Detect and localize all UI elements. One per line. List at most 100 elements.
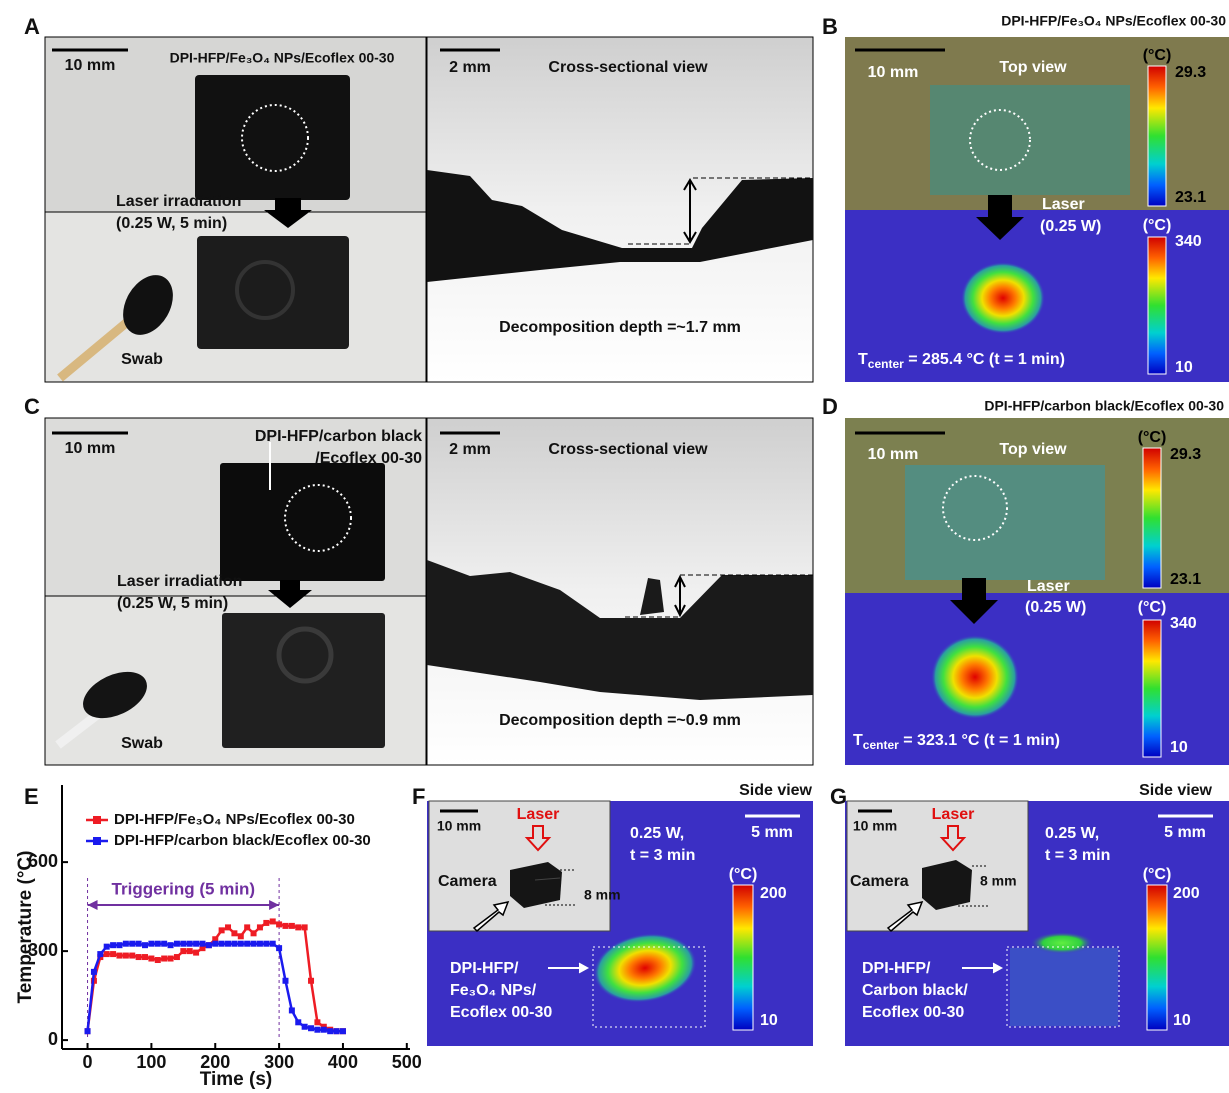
sample-text: Ecoflex 00-30 — [862, 1004, 964, 1021]
point — [334, 1028, 340, 1034]
panel-label: D — [822, 394, 838, 419]
laser-text: (0.25 W) — [1040, 218, 1101, 235]
point — [302, 1024, 308, 1030]
colorbar — [1148, 66, 1166, 206]
scale-text: 10 mm — [853, 818, 897, 834]
point — [276, 921, 282, 927]
point — [91, 969, 97, 975]
depth-text: Decomposition depth =~0.9 mm — [499, 712, 741, 729]
panel-title: DPI-HFP/carbon black/Ecoflex 00-30 — [984, 398, 1224, 414]
point — [225, 941, 231, 947]
y-tick-label: 0 — [48, 1029, 58, 1049]
sample-region — [905, 465, 1105, 580]
panel-title: DPI-HFP/Fe₃O₄ NPs/Ecoflex 00-30 — [1001, 13, 1226, 29]
arrow-head — [269, 900, 279, 910]
point — [340, 1028, 346, 1034]
point — [155, 957, 161, 963]
point — [244, 941, 250, 947]
t-sub: center — [863, 738, 899, 752]
unit-text: (°C) — [1143, 866, 1172, 883]
point — [85, 1028, 91, 1034]
point — [289, 923, 295, 929]
cbar-min: 23.1 — [1175, 189, 1206, 206]
unit-text: (°C) — [1143, 217, 1172, 234]
point — [231, 930, 237, 936]
colorbar — [733, 885, 753, 1030]
panel-f: F Side view 5 mm 0.25 W, t = 3 min (°C) … — [412, 782, 813, 1046]
colorbar — [1143, 620, 1161, 757]
point — [123, 941, 129, 947]
depth-text: Decomposition depth =~1.7 mm — [499, 319, 741, 336]
point — [129, 941, 135, 947]
camera-text: Camera — [850, 873, 909, 890]
point — [104, 951, 110, 957]
laser-text: (0.25 W) — [1025, 599, 1086, 616]
cbar-min: 10 — [1173, 1012, 1191, 1029]
sample — [510, 862, 562, 908]
cbar-max: 200 — [760, 885, 787, 902]
view-text: Side view — [1139, 782, 1212, 799]
point — [123, 953, 129, 959]
laser-text: Laser — [517, 806, 560, 823]
colorbar — [1143, 448, 1161, 588]
hot-spot — [1030, 932, 1094, 954]
x-axis-label: Time (s) — [200, 1069, 273, 1090]
point — [244, 924, 250, 930]
point — [302, 924, 308, 930]
sample-text: DPI-HFP/Fe₃O₄ NPs/Ecoflex 00-30 — [170, 50, 395, 66]
point — [174, 941, 180, 947]
point — [110, 951, 116, 957]
point — [282, 978, 288, 984]
point — [110, 942, 116, 948]
point — [199, 941, 205, 947]
sample-text: DPI-HFP/ — [862, 960, 931, 977]
point — [142, 942, 148, 948]
point — [257, 924, 263, 930]
t-text: = 285.4 °C (t = 1 min) — [904, 351, 1065, 368]
t-text: = 323.1 °C (t = 1 min) — [899, 732, 1060, 749]
point — [193, 950, 199, 956]
point — [238, 933, 244, 939]
x-tick-label: 400 — [328, 1052, 358, 1072]
point — [206, 942, 212, 948]
scale-text: 5 mm — [751, 824, 793, 841]
laser-text: Laser irradiation — [117, 573, 242, 590]
legend-marker — [93, 816, 101, 824]
y-axis-label: Temperature (°C) — [15, 851, 36, 1004]
view-text: Side view — [739, 782, 812, 799]
swab-text: Swab — [121, 735, 163, 752]
point — [187, 941, 193, 947]
sample — [220, 463, 385, 581]
legend-label: DPI-HFP/carbon black/Ecoflex 00-30 — [114, 832, 371, 849]
height-text: 8 mm — [980, 873, 1017, 889]
scale-text: 2 mm — [449, 441, 491, 458]
sample-text: Ecoflex 00-30 — [450, 1004, 552, 1021]
scale-text: 10 mm — [868, 446, 919, 463]
point — [136, 954, 142, 960]
sample — [195, 75, 350, 200]
height-text: 8 mm — [584, 887, 621, 903]
point — [276, 945, 282, 951]
point — [251, 941, 257, 947]
hot-spot — [931, 635, 1019, 719]
camera-text: Camera — [438, 873, 497, 890]
scale-text: 2 mm — [449, 59, 491, 76]
cbar-max: 200 — [1173, 885, 1200, 902]
laser-text: Laser irradiation — [116, 193, 241, 210]
scale-text: 10 mm — [65, 440, 116, 457]
point — [180, 941, 186, 947]
scale-text: 10 mm — [65, 57, 116, 74]
point — [212, 941, 218, 947]
laser-text: Laser — [932, 806, 975, 823]
sample — [922, 860, 972, 910]
cbar-max: 340 — [1175, 233, 1202, 250]
point — [174, 954, 180, 960]
laser-text: (0.25 W, 5 min) — [116, 215, 227, 232]
sample-text: DPI-HFP/ — [450, 960, 519, 977]
panel-label: A — [24, 14, 40, 39]
panel-c: C 10 mm DPI-HFP/carbon black /Ecoflex 00… — [24, 394, 813, 765]
point — [219, 927, 225, 933]
point — [193, 941, 199, 947]
point — [289, 1007, 295, 1013]
laser-text: Laser — [1027, 578, 1070, 595]
